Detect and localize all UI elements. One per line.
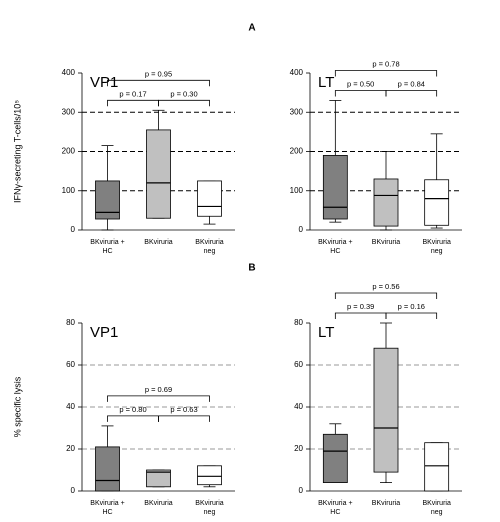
box [146, 469, 171, 488]
p-value: p = 0.17 [119, 89, 146, 98]
y-tick-label: 40 [66, 402, 75, 411]
p-value: p = 0.63 [170, 405, 197, 414]
comparison-bracket [385, 90, 438, 97]
y-tick-label: 40 [294, 402, 303, 411]
x-tick-label: BKviruria [372, 500, 401, 507]
y-tick-label: 100 [290, 186, 304, 195]
box [197, 180, 222, 217]
comparison-bracket [334, 292, 438, 299]
p-value: p = 0.84 [398, 79, 425, 88]
x-tick-label: BKviruria + HC [90, 500, 124, 516]
y-axis-label: IFNγ-secreting T-cells/10⁵ [12, 100, 22, 203]
comparison-bracket [107, 79, 210, 87]
x-tick-label: BKviruria + HC [318, 500, 352, 516]
box [373, 347, 399, 473]
panel-label: A [248, 23, 255, 34]
p-value: p = 0.80 [119, 405, 146, 414]
p-value: p = 0.39 [347, 302, 374, 311]
x-tick-label: BKviruria + HC [90, 239, 124, 255]
box [322, 433, 348, 483]
y-tick-label: 0 [71, 486, 76, 495]
y-tick-label: 200 [290, 147, 304, 156]
x-tick-label: BKviruria [144, 500, 173, 507]
panel-label: B [248, 263, 255, 274]
box [95, 446, 120, 492]
box [95, 180, 120, 220]
box [197, 465, 222, 486]
y-tick-label: 400 [290, 68, 304, 77]
comparison-bracket [334, 70, 438, 77]
panel-title: VP1 [90, 74, 118, 91]
comparison-bracket [107, 395, 210, 402]
y-tick-label: 20 [66, 444, 75, 453]
p-value: p = 0.78 [372, 59, 399, 68]
p-value: p = 0.95 [145, 69, 172, 78]
p-value: p = 0.69 [145, 385, 172, 394]
y-tick-label: 300 [290, 107, 304, 116]
y-tick-label: 0 [299, 486, 304, 495]
comparison-bracket [158, 99, 210, 107]
x-tick-label: BKviruria neg [422, 500, 451, 516]
y-tick-label: 0 [299, 225, 304, 234]
y-tick-label: 60 [294, 360, 303, 369]
p-value: p = 0.50 [347, 79, 374, 88]
panel-title: LT [318, 324, 334, 341]
box [424, 442, 450, 492]
panel-title: VP1 [90, 324, 118, 341]
panel-title: LT [318, 74, 334, 91]
x-tick-label: BKviruria neg [422, 239, 451, 255]
box [373, 178, 399, 227]
x-tick-label: BKviruria neg [195, 500, 224, 516]
comparison-bracket [158, 415, 210, 422]
y-tick-label: 20 [294, 444, 303, 453]
y-tick-label: 400 [62, 68, 76, 77]
box [146, 129, 171, 219]
x-tick-label: BKviruria neg [195, 239, 224, 255]
p-value: p = 0.56 [372, 282, 399, 291]
y-tick-label: 300 [62, 107, 76, 116]
x-tick-label: BKviruria [372, 239, 401, 246]
p-value: p = 0.16 [398, 302, 425, 311]
comparison-bracket [385, 312, 438, 319]
y-tick-label: 80 [66, 318, 75, 327]
y-axis-label: % specific lysis [12, 376, 22, 437]
box [424, 179, 450, 226]
box [322, 155, 348, 220]
y-tick-label: 60 [66, 360, 75, 369]
y-tick-label: 0 [71, 225, 76, 234]
y-tick-label: 200 [62, 147, 76, 156]
y-tick-label: 80 [294, 318, 303, 327]
x-tick-label: BKviruria [144, 239, 173, 246]
p-value: p = 0.30 [170, 89, 197, 98]
x-tick-label: BKviruria + HC [318, 239, 352, 255]
y-tick-label: 100 [62, 186, 76, 195]
